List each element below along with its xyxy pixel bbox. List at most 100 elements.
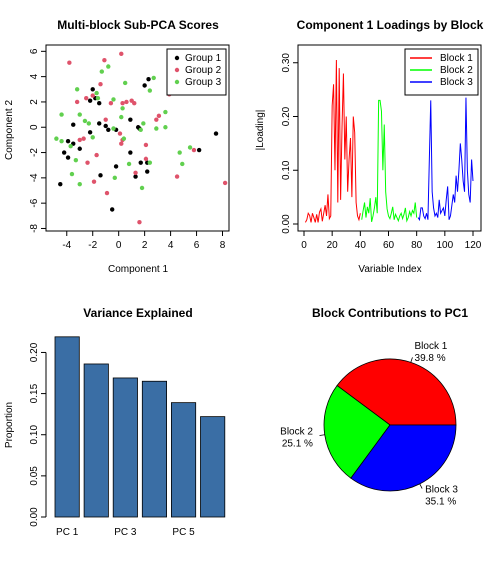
scores-legend-marker (174, 67, 180, 73)
scores-point (142, 83, 147, 88)
pie-chart-title: Block Contributions to PC1 (312, 306, 468, 320)
scores-point (146, 76, 151, 82)
scores-point (163, 125, 168, 130)
scores-point (82, 118, 88, 124)
loadings-plot-frame (297, 44, 482, 232)
scores-y-tick-label: -2 (29, 148, 40, 157)
scores-point (119, 114, 124, 120)
scores-point (145, 169, 150, 174)
scores-point (106, 127, 111, 132)
variance-bar (141, 380, 168, 518)
scores-point (121, 136, 127, 141)
variance-y-tick-label: 0.20 (29, 342, 40, 362)
scores-x-tick-label: 0 (116, 240, 122, 251)
scores-point (147, 160, 153, 165)
loadings-y-axis-label: |Loading| (255, 110, 266, 151)
scores-point (154, 117, 159, 122)
scores-x-tick-label: 6 (194, 240, 200, 251)
loadings-y-tick-label: 0.10 (281, 160, 292, 180)
scores-point (59, 138, 64, 144)
scores-point (68, 144, 73, 149)
scores-y-tick-label: -6 (29, 198, 40, 207)
scores-legend-label: Group 1 (185, 53, 222, 64)
scores-point (81, 136, 86, 141)
loadings-x-tick-label: 60 (383, 240, 395, 251)
scores-point (133, 174, 138, 179)
scores-point (117, 131, 123, 136)
scores-point (90, 135, 95, 140)
pie-label-tick (410, 357, 413, 363)
scores-x-tick-label: -4 (62, 240, 71, 251)
pie-slice (323, 384, 391, 479)
scores-point (61, 150, 67, 155)
pie-label-tick (319, 434, 325, 436)
scores-point (77, 112, 82, 117)
scores-point (119, 51, 124, 57)
scores-point (77, 146, 82, 151)
loadings-x-tick-label: 0 (301, 240, 307, 251)
scores-point (139, 185, 145, 191)
scores-point (65, 155, 71, 160)
scores-y-tick-label: 6 (29, 48, 40, 54)
loadings-legend-box (404, 48, 479, 96)
scores-point (65, 138, 71, 144)
scores-point (124, 99, 129, 105)
scores-point (58, 181, 63, 187)
loadings-series-line (304, 60, 361, 223)
scores-point (138, 127, 143, 132)
scores-point (91, 179, 97, 184)
scores-legend-marker (174, 55, 180, 61)
scores-y-tick-label: 0 (29, 124, 40, 130)
scores-point (54, 136, 59, 141)
scores-point (113, 164, 119, 169)
loadings-y-tick-label: 0.20 (281, 106, 292, 126)
variance-x-tick-label: PC 5 (172, 527, 195, 538)
scores-legend-label: Group 2 (185, 65, 222, 76)
scores-point (106, 64, 111, 69)
scores-y-tick-label: -8 (29, 224, 40, 233)
loadings-legend-label: Block 1 (440, 53, 473, 64)
scores-point (151, 75, 156, 81)
scores-x-tick-label: -2 (88, 240, 97, 251)
scores-point (104, 190, 110, 196)
scores-point (180, 161, 185, 167)
variance-y-tick-label: 0.15 (29, 383, 40, 403)
scores-point (111, 126, 116, 131)
scores-point (137, 219, 142, 225)
scores-point (95, 95, 101, 101)
scores-point (73, 157, 79, 163)
scores-point (71, 122, 76, 127)
scores-point (90, 87, 95, 92)
scores-point (196, 147, 202, 153)
scores-point (128, 150, 133, 155)
scores-point (74, 87, 80, 92)
scores-y-tick-label: 4 (29, 73, 40, 79)
scores-point (112, 175, 117, 181)
variance-y-tick-label: 0.00 (29, 507, 40, 527)
scores-x-tick-label: 2 (142, 240, 148, 251)
loadings-x-tick-label: 40 (355, 240, 367, 251)
scores-point (69, 171, 75, 177)
scores-y-tick-label: 2 (29, 99, 40, 105)
scores-point (119, 141, 124, 146)
scores-point (90, 93, 95, 98)
loadings-x-tick-label: 120 (465, 240, 482, 251)
scores-point (133, 170, 138, 175)
pie-label-tick (419, 483, 423, 489)
loadings-legend-label: Block 2 (440, 65, 473, 76)
scores-y-tick-label: -4 (29, 173, 40, 182)
scores-point (177, 150, 182, 155)
scores-point (111, 97, 116, 102)
scores-x-tick-label: 8 (220, 240, 226, 251)
scores-point (141, 121, 146, 126)
scores-point (103, 123, 108, 129)
scores-point (126, 161, 132, 167)
loadings-legend-label: Block 3 (440, 77, 473, 88)
variance-bar (112, 377, 138, 518)
scores-x-axis-label: Component 1 (108, 264, 168, 275)
variance-bar (170, 402, 197, 518)
scores-point (59, 112, 64, 117)
